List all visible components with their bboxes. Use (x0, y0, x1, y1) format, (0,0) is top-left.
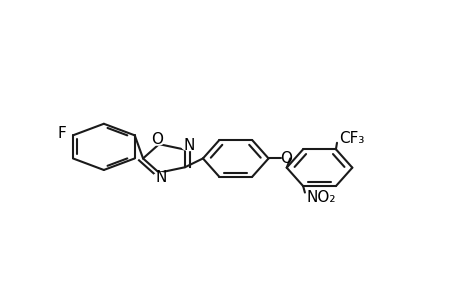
Text: O: O (151, 133, 163, 148)
Text: F: F (57, 126, 66, 141)
Text: NO₂: NO₂ (306, 190, 336, 205)
Circle shape (153, 173, 168, 183)
Text: O: O (279, 151, 291, 166)
Text: N: N (155, 170, 166, 185)
Text: CF₃: CF₃ (338, 131, 364, 146)
Circle shape (149, 135, 165, 145)
Circle shape (181, 140, 196, 151)
Text: N: N (183, 138, 195, 153)
